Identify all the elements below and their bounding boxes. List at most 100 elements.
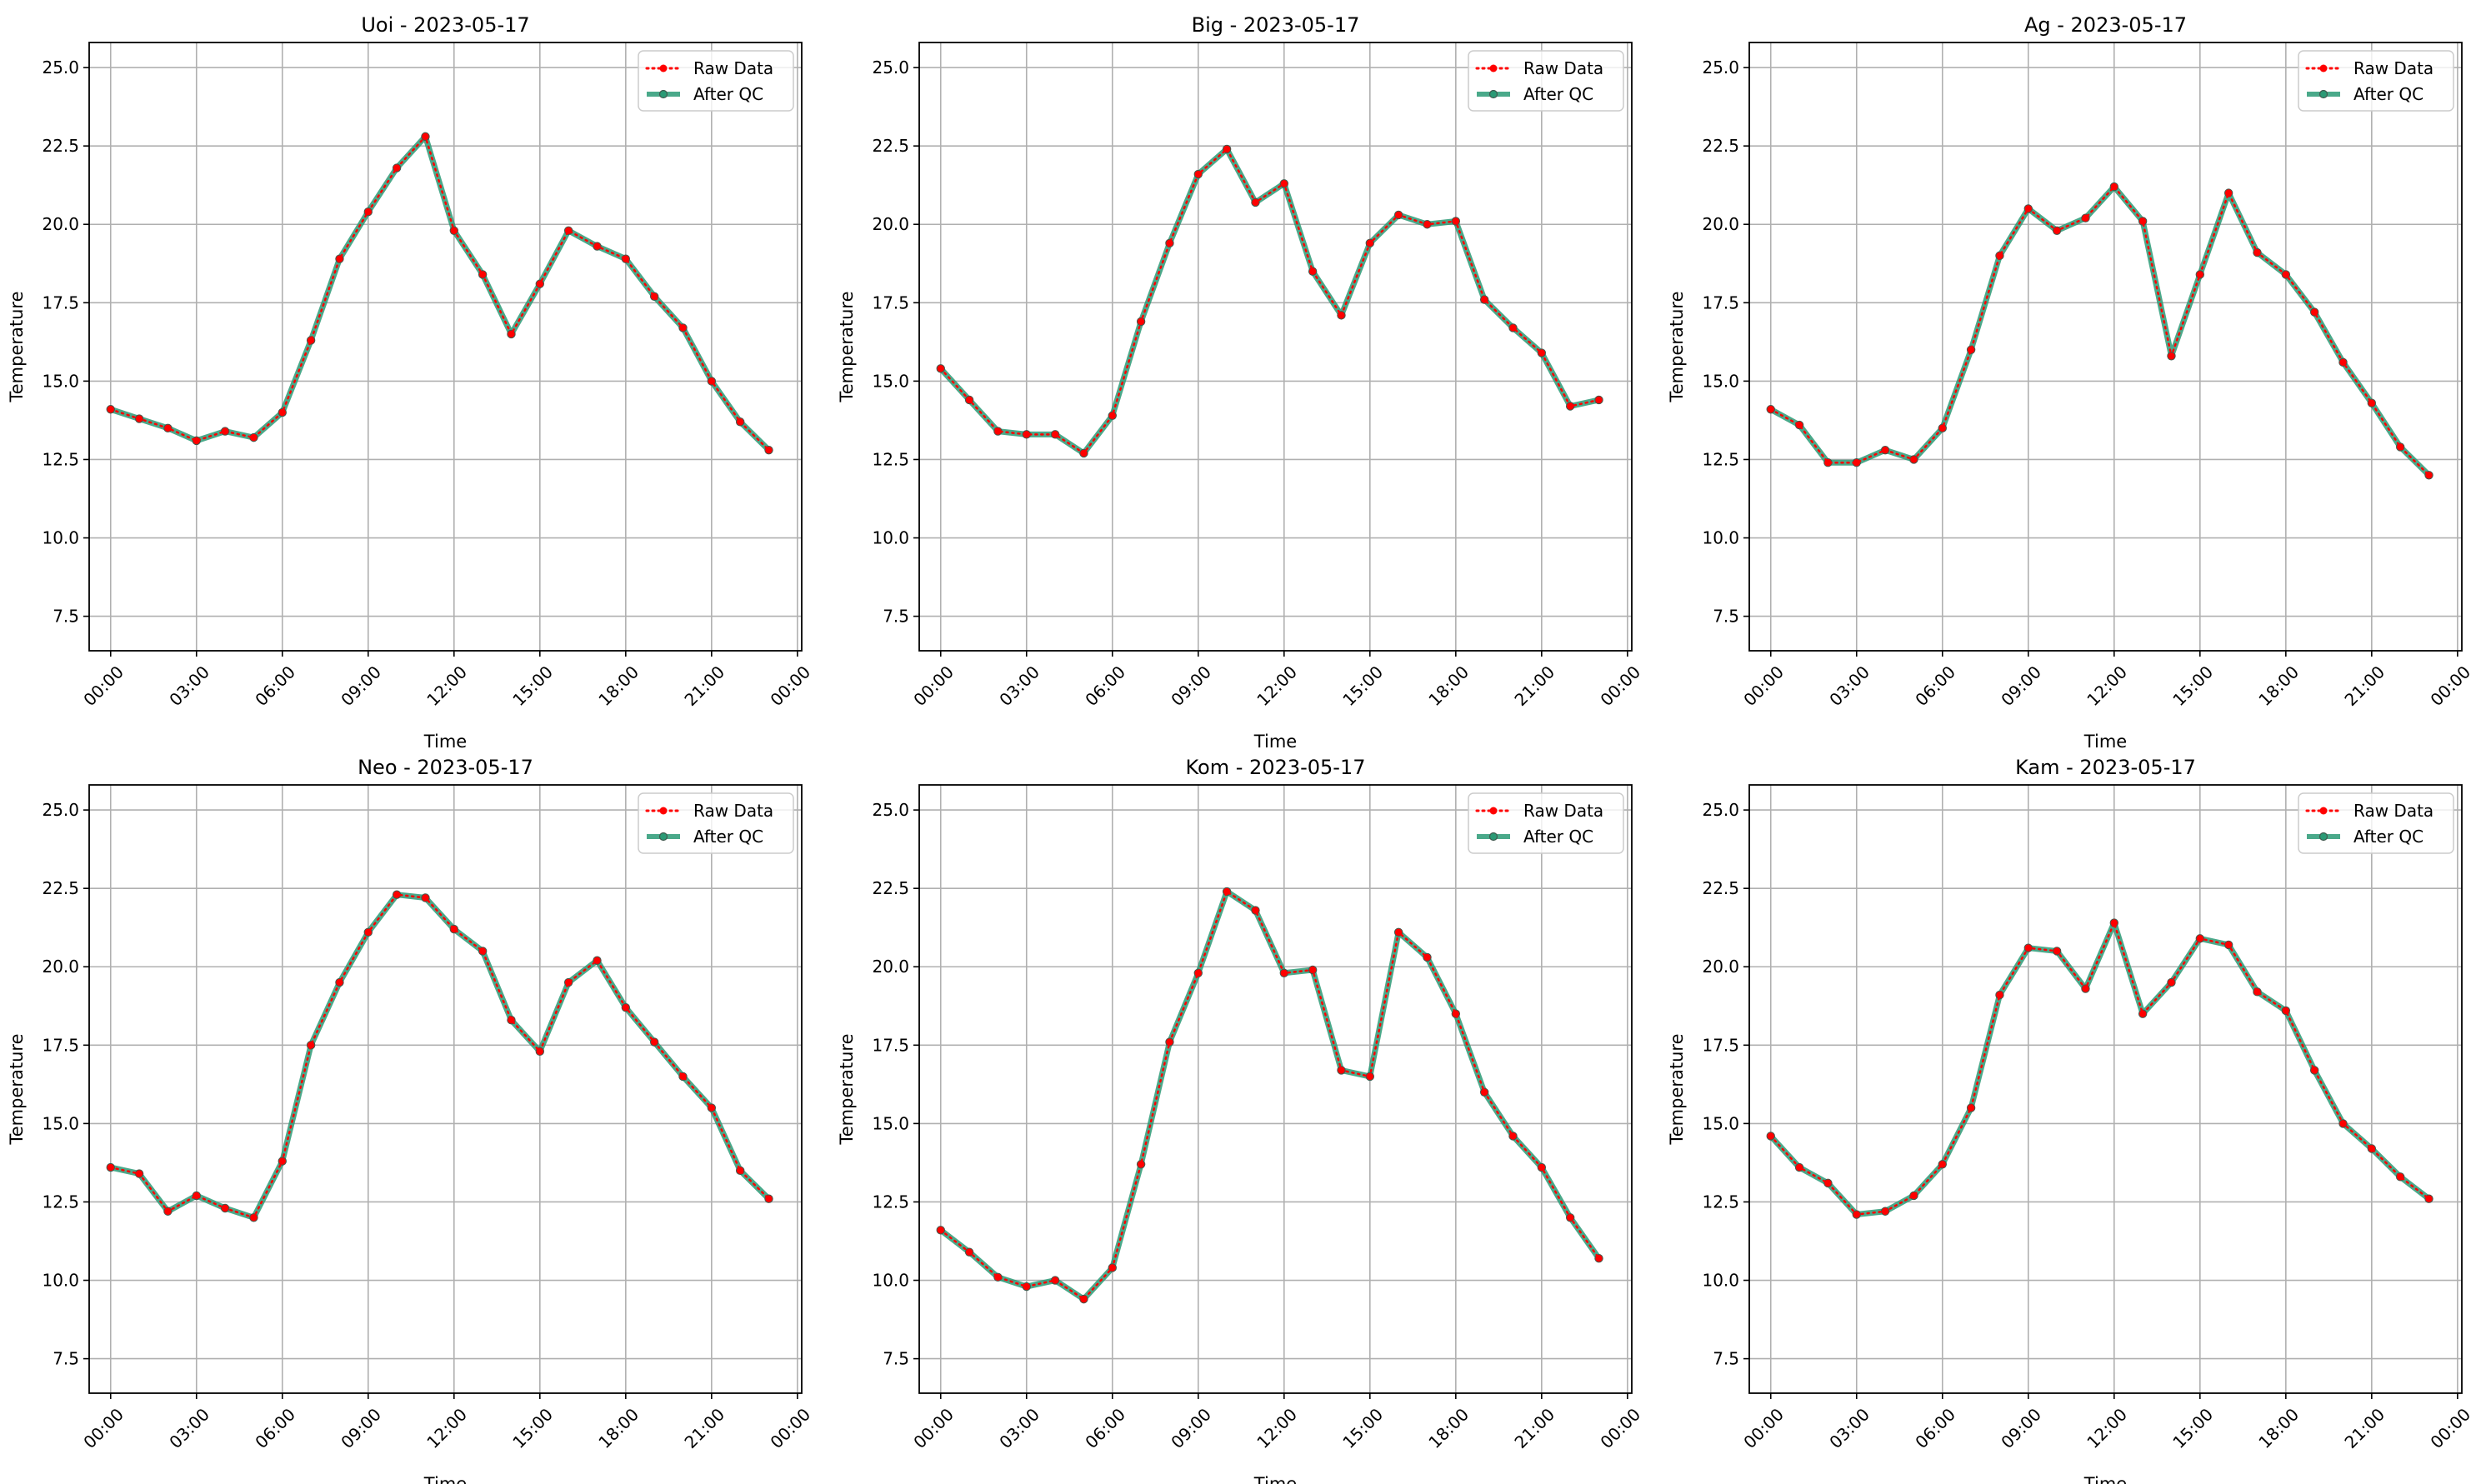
raw-data-point (450, 925, 458, 933)
y-axis: 7.5 10.0 12.5 15.0 17.5 20.0 22.5 25.0 (1702, 800, 1749, 1369)
raw-data-point (1137, 317, 1145, 326)
legend-qc-label: After QC (693, 84, 763, 104)
raw-data-point (650, 1038, 658, 1046)
raw-data-point (1910, 456, 1918, 463)
raw-data-point (193, 437, 200, 445)
y-axis-label: Temperature (7, 1033, 27, 1145)
x-axis-label: Time (1253, 1474, 1297, 1484)
after-qc-line (938, 888, 1602, 1302)
x-axis-label: Time (423, 1474, 467, 1484)
raw-data-point (994, 427, 1002, 435)
y-tick-label: 15.0 (1702, 1113, 1739, 1133)
x-axis-label: Time (1253, 732, 1297, 752)
y-tick-label: 12.5 (1702, 1192, 1739, 1212)
x-tick-label: 06:00 (1911, 1404, 1959, 1452)
y-tick-label: 17.5 (872, 292, 909, 312)
raw-data-point (1366, 239, 1374, 247)
axes-frame (918, 42, 1633, 652)
raw-data-point (107, 406, 114, 413)
raw-data-point (1194, 170, 1202, 178)
raw-data-point (1108, 1264, 1116, 1272)
raw-data-point (1338, 312, 1345, 319)
raw-data-point (1996, 252, 2003, 260)
x-tick-label: 15:00 (508, 1404, 557, 1452)
y-tick-label: 17.5 (1702, 1035, 1739, 1055)
raw-data-point (994, 1273, 1002, 1281)
x-tick-label: 06:00 (1911, 662, 1959, 710)
y-tick-label: 20.0 (42, 957, 79, 977)
y-tick-label: 25.0 (42, 800, 79, 820)
raw-data-line (1769, 185, 2430, 477)
raw-data-point (1137, 1161, 1145, 1168)
raw-data-point (364, 928, 372, 937)
y-tick-label: 10.0 (872, 528, 909, 548)
raw-data-point (1280, 969, 1288, 977)
legend-qc-label: After QC (1523, 84, 1593, 104)
raw-data-point (1080, 449, 1088, 457)
x-tick-label: 21:00 (1510, 662, 1558, 710)
raw-data-point (450, 227, 458, 234)
series-after-qc (1766, 182, 2433, 480)
y-tick-label: 7.5 (883, 607, 909, 627)
y-tick-label: 7.5 (53, 607, 79, 627)
x-tick-label: 00:00 (909, 1404, 958, 1452)
y-axis: 7.5 10.0 12.5 15.0 17.5 20.0 22.5 25.0 (872, 800, 919, 1369)
raw-data-point (193, 1192, 200, 1200)
series-raw-data (107, 132, 773, 454)
series-raw-data (1767, 919, 2433, 1218)
chart-title: Neo - 2023-05-17 (358, 756, 533, 779)
x-tick-label: 12:00 (423, 1404, 471, 1452)
raw-data-point (679, 1072, 687, 1081)
y-tick-label: 10.0 (1702, 1271, 1739, 1291)
raw-data-point (508, 1017, 515, 1024)
raw-data-point (2253, 988, 2261, 996)
y-axis-label: Temperature (7, 291, 27, 402)
x-tick-label: 00:00 (2426, 1404, 2474, 1452)
y-tick-label: 17.5 (42, 1035, 79, 1055)
x-tick-label: 00:00 (1739, 662, 1788, 710)
raw-data-point (1166, 1038, 1173, 1046)
raw-data-point (1509, 324, 1517, 332)
x-tick-label: 18:00 (594, 662, 643, 710)
raw-data-point (937, 365, 944, 372)
y-tick-label: 20.0 (1702, 957, 1739, 977)
x-tick-label: 00:00 (1596, 1404, 1644, 1452)
raw-data-point (1223, 145, 1231, 153)
x-tick-label: 18:00 (2254, 662, 2303, 710)
x-axis-label: Time (423, 732, 467, 752)
series-raw-data (937, 145, 1603, 457)
series-after-qc (936, 887, 1603, 1304)
y-tick-label: 17.5 (872, 1035, 909, 1055)
raw-data-point (1767, 1132, 1774, 1140)
grid (1749, 785, 2462, 1393)
raw-data-point (2339, 1120, 2347, 1127)
raw-data-point (2138, 1010, 2147, 1017)
y-tick-label: 12.5 (42, 449, 79, 469)
raw-data-point (1051, 1277, 1059, 1284)
y-tick-label: 17.5 (1702, 292, 1739, 312)
y-tick-label: 22.5 (872, 136, 909, 156)
x-tick-label: 18:00 (594, 1404, 643, 1452)
x-tick-label: 00:00 (79, 662, 128, 710)
raw-data-point (2310, 1067, 2318, 1074)
raw-data-point (622, 1003, 630, 1012)
x-axis: 00:00 03:00 06:00 09:00 12:00 15:00 18:00 21:00… (79, 651, 814, 710)
raw-data-point (508, 330, 515, 338)
series-raw-data (1767, 182, 2433, 479)
y-tick-label: 20.0 (872, 957, 909, 977)
x-tick-label: 21:00 (680, 1404, 728, 1452)
legend-raw-label: Raw Data (2353, 801, 2433, 821)
raw-data-point (2138, 217, 2147, 225)
raw-data-point (965, 1248, 973, 1256)
raw-data-point (1452, 1010, 1460, 1017)
raw-data-point (1595, 1254, 1603, 1262)
raw-data-point (1853, 1211, 1860, 1218)
y-tick-label: 15.0 (42, 371, 79, 391)
x-axis-label: Time (2083, 1474, 2127, 1484)
raw-data-point (2024, 205, 2032, 212)
x-tick-label: 09:00 (1167, 662, 1215, 710)
grid (919, 42, 1632, 651)
raw-data-point (250, 433, 258, 442)
series-raw-data (937, 887, 1603, 1303)
